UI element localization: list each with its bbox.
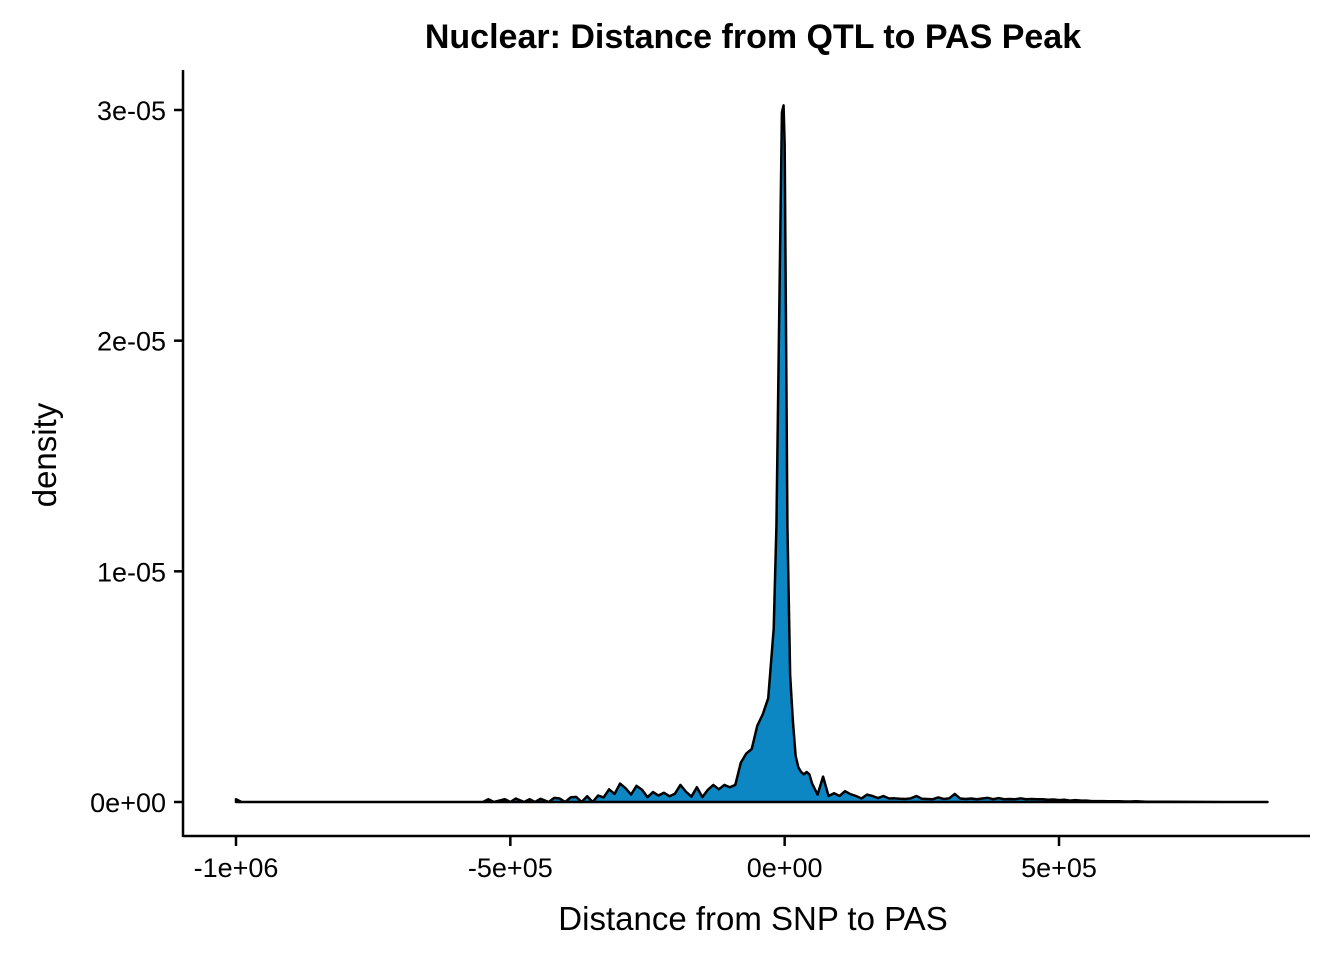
x-tick-label: 5e+05 [1021,853,1097,883]
y-tick-label: 3e-05 [97,96,166,126]
x-tick-label: 0e+00 [747,853,823,883]
x-axis-title: Distance from SNP to PAS [558,900,947,937]
chart-title: Nuclear: Distance from QTL to PAS Peak [425,18,1081,56]
y-axis-title: density [26,402,63,507]
x-ticks: -1e+06 -5e+05 0e+00 5e+05 [194,836,1097,883]
x-tick-label: -1e+06 [194,853,279,883]
y-tick-label: 1e-05 [97,557,166,587]
plot-area [234,104,1269,804]
density-area [236,105,1268,802]
y-ticks: 0e+00 1e-05 2e-05 3e-05 [90,96,183,818]
density-line [234,104,1269,804]
y-tick-label: 2e-05 [97,327,166,357]
x-tick-label: -5e+05 [468,853,553,883]
y-tick-label: 0e+00 [90,788,166,818]
